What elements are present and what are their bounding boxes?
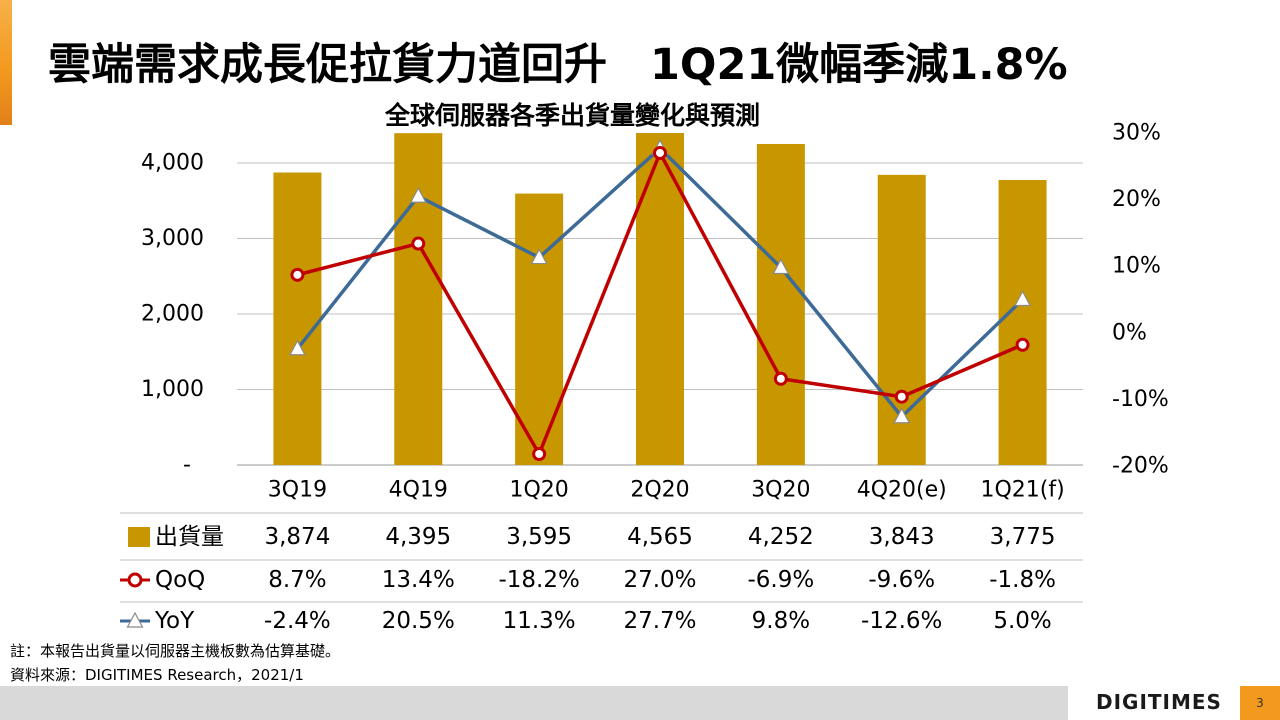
qoq-point — [894, 389, 909, 404]
table-cell-出貨量: 3,843 — [869, 524, 935, 550]
qoq-point — [411, 236, 426, 251]
table-cell-出貨量: 4,565 — [627, 524, 693, 550]
qoq-point — [1015, 337, 1030, 352]
left-axis-tick-label: - — [183, 453, 191, 478]
yoy-point — [893, 407, 911, 424]
left-axis-tick-label: 4,000 — [141, 151, 204, 176]
source-note: 資料來源：DIGITIMES Research，2021/1 — [10, 666, 304, 684]
slide-title: 雲端需求成長促拉貨力道回升 1Q21微幅季減1.8% — [48, 40, 1068, 90]
category-label: 3Q19 — [268, 478, 327, 503]
qoq-point — [290, 267, 305, 282]
table-cell-qoq: -9.6% — [868, 567, 935, 593]
bar — [515, 193, 564, 465]
category-label: 4Q19 — [389, 478, 448, 503]
bar-series-shipments — [273, 133, 1047, 466]
category-label: 1Q21(f) — [980, 478, 1064, 503]
right-axis-tick-label: 20% — [1112, 187, 1161, 212]
yoy-point — [409, 186, 427, 203]
left-axis: - 1,000 2,000 3,000 4,000 — [141, 151, 204, 478]
table-cell-出貨量: 3,595 — [506, 524, 572, 550]
qoq-point — [773, 371, 788, 386]
right-axis-tick-label: -20% — [1112, 454, 1169, 479]
right-axis-tick-label: 0% — [1112, 320, 1147, 345]
yoy-point — [1014, 290, 1032, 307]
table-cell-yoy: 9.8% — [752, 608, 810, 634]
left-axis-tick-label: 3,000 — [141, 226, 204, 251]
line-series — [288, 139, 1032, 462]
category-label: 1Q20 — [509, 478, 568, 503]
qoq-point — [532, 447, 547, 462]
yoy-point — [288, 339, 306, 356]
right-axis: -20% -10% 0% 10% 20% 30% — [1112, 121, 1169, 479]
legend-marker-qoq — [127, 572, 143, 588]
table-cell-yoy: -2.4% — [264, 608, 331, 634]
table-cell-qoq: -1.8% — [989, 567, 1056, 593]
table-cell-qoq: -6.9% — [747, 567, 814, 593]
table-cell-qoq: -18.2% — [498, 567, 579, 593]
left-axis-tick-label: 1,000 — [141, 377, 204, 402]
yoy-point — [530, 248, 548, 265]
table-cell-yoy: 20.5% — [382, 608, 455, 634]
bar — [756, 143, 805, 465]
chart-title: 全球伺服器各季出貨量變化與預測 — [385, 101, 761, 130]
right-axis-tick-label: -10% — [1112, 387, 1169, 412]
category-label: 4Q20(e) — [857, 478, 947, 503]
table-cell-qoq: 27.0% — [623, 567, 696, 593]
bar — [273, 172, 322, 465]
bar — [998, 179, 1047, 466]
table-cell-出貨量: 3,775 — [990, 524, 1056, 550]
legend-marker-yoy — [126, 611, 144, 628]
yoy-point — [772, 258, 790, 275]
table-cell-yoy: -12.6% — [861, 608, 942, 634]
category-label: 3Q20 — [751, 478, 810, 503]
category-label: 2Q20 — [630, 478, 689, 503]
right-axis-tick-label: 30% — [1112, 121, 1161, 146]
table-cell-yoy: 11.3% — [503, 608, 576, 634]
legend-label-shipments: 出貨量 — [155, 524, 224, 550]
digitimes-logo: DIGITIMES — [1096, 690, 1222, 714]
table-cell-yoy: 5.0% — [993, 608, 1051, 634]
right-axis-tick-label: 10% — [1112, 254, 1161, 279]
legend-label-yoy: YoY — [154, 608, 195, 634]
table-cell-出貨量: 3,874 — [264, 524, 330, 550]
table-cell-出貨量: 4,395 — [385, 524, 451, 550]
qoq-point — [653, 145, 667, 160]
table-cell-qoq: 13.4% — [382, 567, 455, 593]
accent-bar — [0, 0, 12, 125]
left-axis-tick-label: 2,000 — [141, 302, 204, 327]
page-number: 3 — [1240, 686, 1280, 720]
chart: - 1,000 2,000 3,000 4,000 -20% -10% 0% 10% 20% 30… — [120, 121, 1169, 634]
table-cell-qoq: 8.7% — [268, 567, 326, 593]
table-cell-出貨量: 4,252 — [748, 524, 814, 550]
table-cell-yoy: 27.7% — [623, 608, 696, 634]
data-table: 3Q19 4Q19 1Q20 2Q20 3Q20 4Q20(e) 1Q21(f) 出貨量 QoQ… — [120, 478, 1083, 634]
bar — [394, 133, 443, 466]
legend-label-qoq: QoQ — [155, 567, 205, 593]
legend-swatch-shipments — [128, 527, 150, 547]
footnote: 註：本報告出貨量以伺服器主機板數為估算基礎。 — [10, 642, 341, 660]
footer-bar — [0, 686, 1068, 720]
